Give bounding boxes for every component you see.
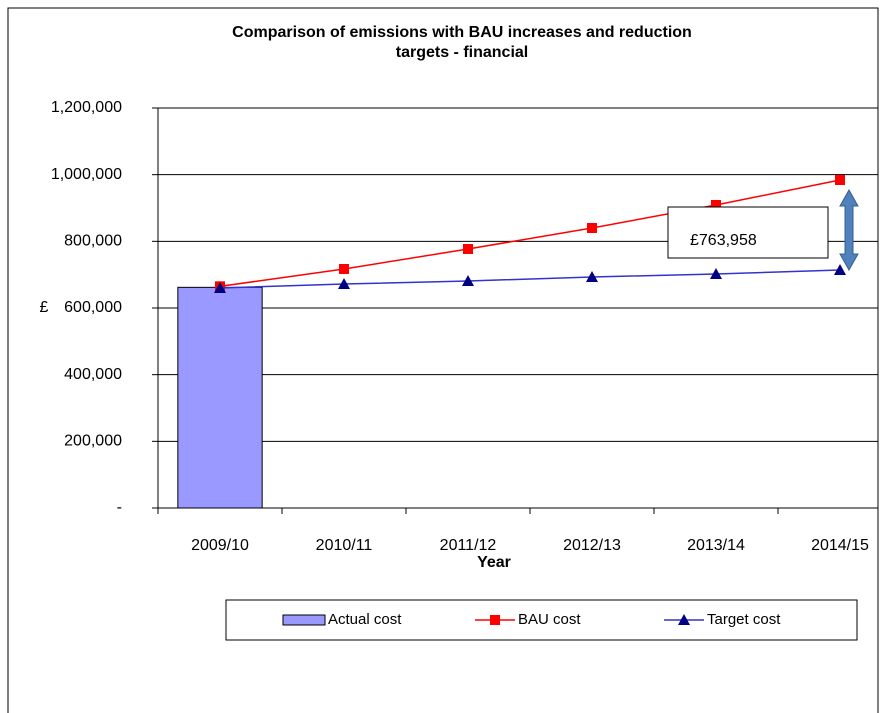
annotation: £763,958 [690, 232, 757, 249]
x-axis-title: Year [477, 554, 511, 571]
x-tick-label: 2012/13 [563, 537, 621, 554]
y-tick-label: - [117, 499, 122, 516]
y-tick-label: 800,000 [64, 233, 122, 250]
legend-label: Actual cost [328, 611, 402, 628]
line [219, 269, 841, 289]
x-tick-label: 2009/10 [191, 537, 249, 554]
legend [225, 599, 858, 641]
chart-title: targets - financial [396, 44, 528, 61]
legend-label: Target cost [707, 611, 781, 628]
line [219, 179, 841, 288]
x-tick-label: 2013/14 [687, 537, 745, 554]
y-tick-label: 600,000 [64, 299, 122, 316]
y-tick-label: 200,000 [64, 433, 122, 450]
marker [214, 282, 226, 293]
legend-marker [678, 614, 690, 625]
marker [710, 268, 722, 279]
x-tick-label: 2011/12 [440, 537, 497, 554]
y-tick-label: 1,000,000 [51, 166, 122, 183]
legend-swatch [282, 614, 326, 626]
double-arrow [839, 188, 859, 272]
marker [834, 264, 846, 275]
x-tick-label: 2014/15 [811, 537, 869, 554]
plot-area: - 200,000 400,000 600,000 800,000 1,000,000 1,… [51, 99, 878, 554]
y-axis-title: £ [40, 299, 49, 316]
marker [586, 271, 598, 282]
x-tick-label: 2010/11 [316, 537, 373, 554]
legend-items: Actual cost BAU cost Target cost [282, 611, 781, 628]
chart-title: Comparison of emissions with BAU increas… [232, 24, 692, 41]
y-tick-label: 1,200,000 [51, 99, 122, 116]
bar [177, 286, 263, 509]
marker [338, 278, 350, 289]
chart-frame [7, 7, 879, 713]
legend-label: BAU cost [518, 611, 581, 628]
marker [463, 244, 473, 254]
marker [462, 275, 474, 286]
marker [835, 175, 845, 185]
y-tick-label: 400,000 [64, 366, 122, 383]
marker [339, 264, 349, 274]
legend-marker [490, 615, 500, 625]
annotation-box [667, 206, 829, 259]
marker [711, 200, 721, 210]
marker [587, 223, 597, 233]
